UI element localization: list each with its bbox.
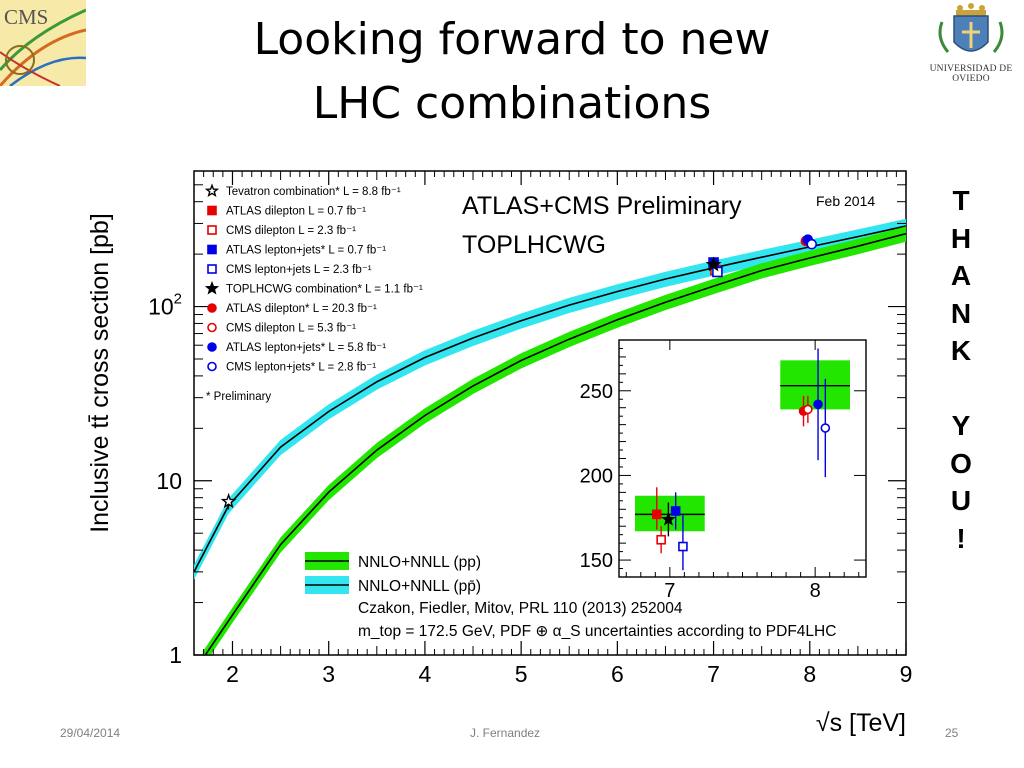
cms-logo-text: CMS [4,5,48,29]
x-tick-label: 8 [803,661,816,687]
legend-marker [207,342,217,352]
x-tick-label: 9 [900,661,913,687]
legend-label: CMS lepton+jets L = 2.3 fb⁻¹ [226,264,372,276]
slide-title-line1: Looking forward to new [253,14,771,65]
university-name: UNIVERSIDAD DE OVIEDO [929,64,1013,84]
x-tick-label: 7 [707,661,720,687]
legend-marker [204,183,220,198]
legend-label: CMS lepton+jets* L = 2.8 fb⁻¹ [226,362,376,374]
x-tick-label: 2 [226,661,239,687]
inset-plot: 7 8 150 200 250 [580,339,867,602]
y-tick-label: 102 [148,291,182,320]
slide-title: Looking forward to new LHC combinations [150,8,874,136]
inset-x-tick-label: 7 [664,580,675,602]
cms-logo: CMS [0,0,87,87]
legend-marker [204,280,220,295]
thank-you-letter: A [950,260,972,291]
inset-data-point [813,399,823,410]
inset-data-point [803,404,813,415]
legend-marker [207,303,217,313]
cms-logo-graphic: CMS [0,0,87,87]
chart-title: ATLAS+CMS Preliminary [462,192,742,220]
axis-ticks: 2 3 4 5 6 7 8 9 1 10 102 [148,170,913,687]
theory-legend: NNLO+NNLL (pp) NNLO+NNLL (pp̄) Czakon, Fie… [305,552,836,640]
thank-you-letter: O [950,447,972,479]
reference-line1: Czakon, Fiedler, Mitov, PRL 110 (2013) 2… [358,600,683,617]
thank-you-letter: U [950,485,972,516]
legend-label: ATLAS lepton+jets* L = 0.7 fb⁻¹ [226,245,386,257]
thank-you-letter: H [950,222,972,254]
reference-line2: m_top = 172.5 GeV, PDF ⊕ α_S uncertainti… [358,623,836,640]
university-crest-icon [938,3,1004,53]
chart-date-label: Feb 2014 [816,193,875,209]
thank-you-text: T H A N K Y O U ! [946,182,976,557]
data-point [705,256,722,272]
inset-x-tick-label: 8 [810,580,821,602]
data-point [806,238,818,250]
pp-central-line [204,232,906,655]
x-axis-label: √s [TeV] [816,709,906,737]
theory-bands [194,218,906,655]
theory-legend-label: NNLO+NNLL (pp) [358,554,481,571]
inset-data-point [820,423,831,433]
thank-you-letter: K [950,335,972,366]
thank-you-letter: T [952,185,970,216]
inset-y-tick-label: 200 [580,465,613,487]
legend-label: ATLAS lepton+jets* L = 5.8 fb⁻¹ [226,342,386,354]
inset-data-point [651,509,662,520]
legend-marker [207,205,217,216]
legend-label: ATLAS dilepton* L = 20.3 fb⁻¹ [226,303,377,315]
legend-label: CMS dilepton L = 5.3 fb⁻¹ [226,323,356,335]
legend-marker [207,361,217,372]
y-tick-label: 1 [169,642,182,668]
legend-marker [207,322,217,333]
data-point [220,493,237,509]
inset-content [634,348,851,571]
slide-title-line2: LHC combinations [312,78,712,129]
legend-marker [207,225,217,235]
chart-subtitle: TOPLHCWG [462,231,606,259]
inset-data-point [678,541,688,552]
university-logo [918,2,1024,84]
inset-data-point [661,511,676,526]
theory-legend-label: NNLO+NNLL (pp̄) [358,578,481,595]
x-tick-label: 6 [611,661,624,687]
footer-date: 29/04/2014 [60,726,121,740]
footer-author: J. Fernandez [470,726,541,740]
legend-marker [207,264,217,274]
y-tick-label-exponent: 2 [174,291,182,308]
x-tick-label: 3 [322,661,335,687]
inset-data-point [656,534,666,545]
inset-data-point [670,506,681,516]
legend-label: Tevatron combination* L = 8.8 fb⁻¹ [226,186,401,198]
main-data-points [220,234,818,510]
legend-label: TOPLHCWG combination* L = 1.1 fb⁻¹ [226,284,423,296]
x-tick-label: 5 [515,661,528,687]
y-tick-label: 10 [156,468,182,494]
legend-marker [207,244,217,255]
legend-note: * Preliminary [206,391,271,403]
inset-y-tick-label: 250 [580,381,613,403]
legend-label: ATLAS dilepton L = 0.7 fb⁻¹ [226,206,366,218]
legend-label: CMS dilepton L = 2.3 fb⁻¹ [226,225,356,237]
legend: Tevatron combination* L = 8.8 fb⁻¹ ATLAS … [204,183,423,403]
footer-page-number: 25 [945,726,959,740]
thank-you-letter: ! [956,522,966,554]
x-tick-label: 4 [419,661,432,687]
y-axis-label: Inclusive tt̄ cross section [pb] [86,213,114,533]
thank-you-letter: N [950,297,972,329]
ppbar-central-line [194,225,906,573]
thank-you-letter: Y [951,410,971,441]
inset-theory-box [634,495,705,532]
inset-y-tick-label: 150 [580,550,613,572]
